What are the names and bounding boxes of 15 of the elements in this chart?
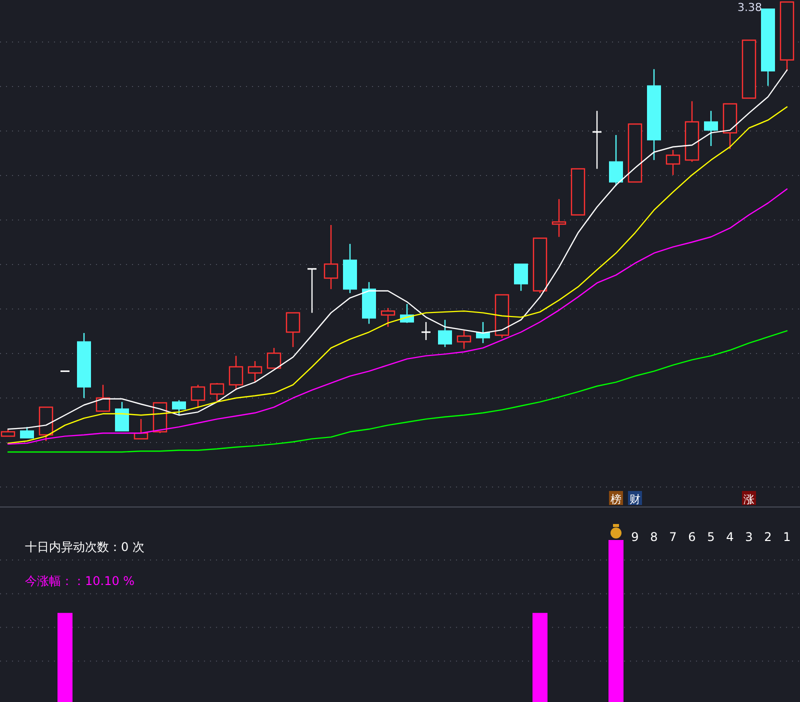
annotation: 3.38	[738, 1, 762, 14]
text: 榜	[610, 493, 622, 506]
text: 财	[630, 493, 640, 506]
text: 涨	[744, 493, 754, 506]
annotation: 十日内异动次数：0 次	[25, 540, 144, 554]
annotation: 5	[707, 530, 715, 544]
annotation: 3	[745, 530, 753, 544]
annotation: 9	[631, 530, 639, 544]
annotation: 今涨幅：：10.10 %	[25, 574, 135, 588]
annotation: 1	[783, 530, 791, 544]
annotation: 8	[650, 530, 658, 544]
annotation: 2	[764, 530, 772, 544]
annotation: 7	[669, 530, 677, 544]
annotation: 4	[726, 530, 734, 544]
annotation: 6	[688, 530, 696, 544]
